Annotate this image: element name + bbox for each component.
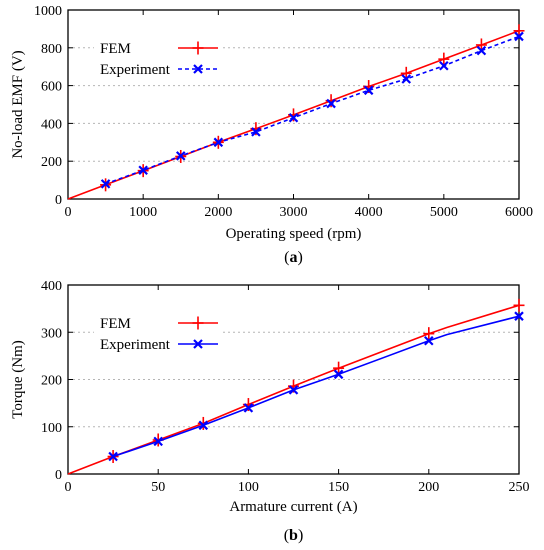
x-tick-label: 150	[328, 480, 349, 495]
series-experiment	[100, 31, 524, 189]
series-line	[105, 35, 520, 185]
y-tick-label: 200	[41, 155, 62, 170]
data-point	[514, 311, 524, 321]
y-tick-label: 0	[55, 193, 62, 208]
x-axis-label: Operating speed (rpm)	[226, 226, 362, 242]
x-axis-label: Armature current (A)	[229, 499, 357, 515]
x-tick-label: 50	[151, 480, 165, 495]
chart-b: 0 100 200 300 400 0 50 100 150 200 250 Armature cur…	[10, 279, 530, 544]
series-experiment	[108, 311, 524, 462]
data-point	[251, 127, 261, 137]
data-point	[424, 335, 434, 346]
data-point	[288, 112, 299, 123]
legend-marker	[192, 316, 204, 330]
y-tick-label: 100	[41, 421, 62, 436]
y-tick-label: 400	[41, 279, 62, 294]
legend-marker	[193, 64, 203, 74]
data-point	[363, 85, 374, 96]
x-tick-label: 0	[65, 480, 72, 495]
x-tick-label: 1000	[129, 205, 157, 220]
data-point	[108, 451, 118, 462]
y-axis-label: No-load EMF (V)	[10, 50, 26, 158]
y-tick-label: 400	[41, 117, 62, 132]
data-point	[326, 98, 336, 109]
y-tick-label: 600	[41, 80, 62, 95]
data-point	[198, 420, 209, 431]
x-tick-label: 100	[238, 480, 259, 495]
legend-label: FEM	[100, 41, 131, 57]
x-tick-label: 4000	[355, 205, 383, 220]
data-point	[100, 179, 111, 189]
data-point	[138, 165, 148, 176]
y-tick-label: 0	[55, 468, 62, 483]
data-point	[438, 52, 450, 66]
x-tick-label: 250	[509, 480, 530, 495]
x-tick-label: 3000	[280, 205, 308, 220]
data-point	[476, 45, 487, 56]
x-tick-label: 6000	[505, 205, 533, 220]
x-tick-label: 2000	[204, 205, 232, 220]
data-point	[513, 298, 525, 312]
data-point	[243, 403, 254, 413]
data-point	[514, 31, 524, 42]
data-point	[439, 60, 449, 71]
y-tick-label: 200	[41, 374, 62, 389]
legend-box	[94, 312, 221, 356]
x-tick-label: 0	[65, 205, 72, 220]
data-point	[175, 151, 186, 161]
data-point	[153, 436, 163, 447]
legend-label: Experiment	[100, 62, 171, 78]
legend-label: Experiment	[100, 337, 171, 353]
y-tick-label: 800	[41, 42, 62, 57]
data-point	[333, 361, 345, 375]
data-point	[333, 369, 344, 380]
data-point	[288, 385, 299, 395]
data-point	[213, 137, 224, 148]
data-point	[401, 74, 412, 84]
data-point	[423, 327, 435, 341]
y-tick-label: 1000	[34, 4, 62, 19]
panel-caption: (b)	[284, 527, 304, 544]
chart-a: 0 200 400 600 800 1000 0 1000 2000 3000 4000 5000 60…	[10, 4, 533, 266]
y-tick-label: 300	[41, 326, 62, 341]
legend: FEM Experiment	[94, 312, 221, 356]
legend-box	[94, 37, 221, 81]
x-tick-label: 200	[418, 480, 439, 495]
panel-caption: (a)	[284, 249, 303, 266]
y-axis-label: Torque (Nm)	[10, 340, 26, 419]
legend-marker	[193, 339, 203, 349]
legend-marker	[192, 41, 204, 55]
legend: FEM Experiment	[94, 37, 221, 81]
legend-label: FEM	[100, 316, 131, 332]
x-tick-label: 5000	[430, 205, 458, 220]
